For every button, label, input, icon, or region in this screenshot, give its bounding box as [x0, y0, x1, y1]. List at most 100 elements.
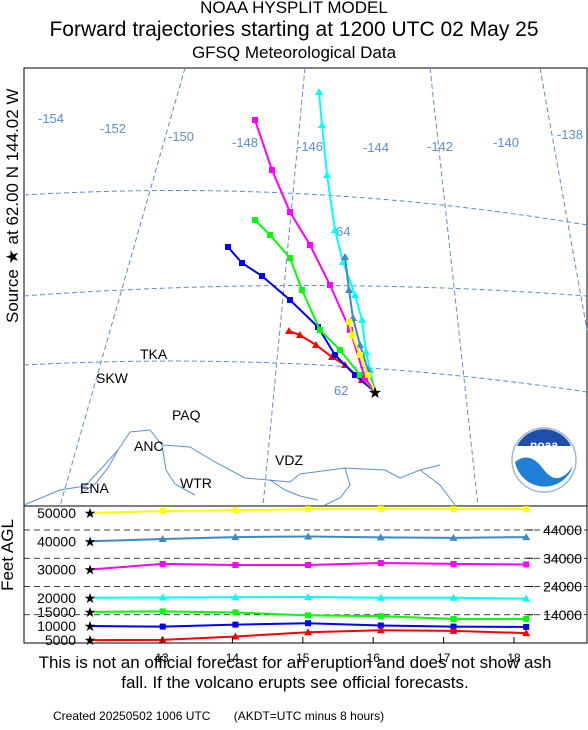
longitude-label: -140 [493, 135, 519, 150]
coast-path [79, 449, 119, 495]
y-axis-label: Feet AGL [0, 519, 17, 591]
left-tick-label: 10000 [37, 618, 76, 634]
trajectory-marker [341, 253, 349, 260]
timezone-note: (AKDT=UTC minus 8 hours) [233, 709, 385, 723]
place-label-skw: SKW [96, 370, 129, 386]
trajectory-marker [317, 327, 323, 333]
left-tick-label: 50000 [37, 505, 76, 521]
height-point [305, 562, 312, 569]
place-label-anc: ANC [134, 438, 164, 454]
lat-label-62: 62 [334, 383, 348, 398]
lat-line-66 [23, 190, 588, 226]
coast-path [324, 467, 351, 506]
trajectory-marker [267, 232, 273, 238]
trajectory-marker [318, 121, 326, 128]
lat-line-62 [23, 360, 588, 393]
height-point [232, 609, 239, 616]
coast-path [23, 429, 441, 506]
x-tick-label: 17 [437, 651, 451, 665]
height-point [450, 615, 457, 622]
longitude-lines [59, 67, 588, 507]
place-label-paq: PAQ [172, 407, 201, 423]
logo-wave [515, 457, 573, 487]
meridian-line [262, 67, 306, 507]
trajectory-marker [259, 273, 265, 279]
height-point [231, 632, 240, 640]
trajectory-marker [337, 347, 343, 353]
height-point [232, 562, 239, 569]
start-star-icon: ★ [84, 562, 97, 578]
trajectory-blue [227, 246, 376, 393]
start-star-icon: ★ [84, 618, 97, 634]
meridian-line [59, 67, 186, 507]
trajectory-marker [357, 352, 363, 358]
trajectory-map [225, 88, 376, 393]
trajectory-cyan [318, 91, 376, 393]
footer: Created 20250502 1006 UTC (AKDT=UTC minu… [53, 709, 384, 723]
height-point [305, 506, 312, 513]
source-star-icon: ★ [368, 385, 382, 402]
height-point [450, 506, 457, 513]
model-title: NOAA HYSPLIT MODEL [200, 0, 388, 17]
left-tick-label: 30000 [37, 562, 76, 578]
start-stars: ★★★★★★★ [84, 505, 97, 648]
created-timestamp: Created 20250502 1006 UTC [53, 709, 211, 723]
trajectory-marker [357, 372, 363, 378]
data-source-title: GFSQ Meteorological Data [191, 43, 397, 62]
height-point [522, 533, 531, 541]
height-point [231, 533, 240, 541]
trajectory-marker [225, 244, 231, 250]
height-point [159, 508, 166, 515]
right-tick-label: 14000 [543, 607, 582, 623]
height-point [232, 507, 239, 514]
height-point [231, 593, 240, 601]
height-point [522, 594, 531, 602]
height-point [449, 593, 458, 601]
height-point [449, 626, 458, 634]
height-point [158, 593, 167, 601]
trajectory-marker [299, 287, 305, 293]
right-tick-label: 34000 [543, 550, 582, 566]
height-point [376, 626, 385, 634]
place-label-ena: ENA [80, 480, 109, 496]
trajectory-marker [312, 341, 320, 348]
trajectory-marker [345, 286, 353, 293]
longitude-label: -144 [363, 140, 389, 155]
x-axis-ticks: 13 14 15 16 17 18 [155, 637, 521, 665]
start-star-icon: ★ [84, 604, 97, 620]
start-star-icon: ★ [84, 505, 97, 521]
height-point [304, 628, 313, 636]
height-point [159, 623, 166, 630]
height-point [376, 593, 385, 601]
height-point [450, 560, 457, 567]
trajectory-marker [331, 226, 339, 233]
trajectory-marker [296, 331, 304, 338]
trajectory-marker [349, 332, 355, 338]
trajectory-marker [362, 348, 370, 355]
longitude-label: -150 [168, 129, 194, 144]
logo-text: noaa [530, 438, 558, 452]
coast-path [161, 444, 196, 496]
left-tick-label: 20000 [37, 590, 76, 606]
height-point [377, 613, 384, 620]
place-label-tka: TKA [140, 346, 168, 362]
height-point [304, 592, 313, 600]
right-axis-ticks: 44000 34000 24000 14000 [527, 522, 582, 623]
height-point [158, 635, 167, 643]
source-location-label: Source ★ at 62.00 N 144.02 W [3, 88, 22, 323]
trajectory-marker [287, 255, 293, 261]
latitude-lines [23, 190, 588, 393]
trajectory-marker [287, 297, 293, 303]
height-point [158, 535, 167, 543]
x-tick-label: 18 [507, 651, 521, 665]
height-point [523, 561, 530, 568]
left-tick-label: 5000 [45, 632, 76, 648]
trajectory-marker [358, 316, 366, 323]
height-chart [89, 505, 531, 643]
longitude-label: -138 [557, 127, 583, 142]
right-tick-label: 24000 [543, 579, 582, 595]
trajectory-marker [252, 217, 258, 223]
height-point [377, 622, 384, 629]
